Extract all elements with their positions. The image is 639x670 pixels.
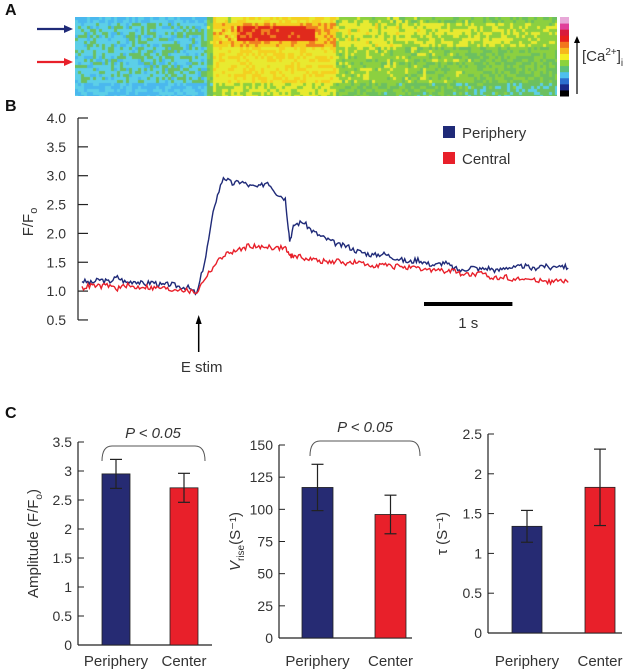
y-tick-label: 3.0 bbox=[47, 168, 67, 184]
colorbar-swatch bbox=[560, 53, 569, 61]
colorbar-swatch bbox=[560, 17, 569, 24]
y-tick-label: 0.5 bbox=[47, 312, 67, 328]
central-arrowhead-icon bbox=[64, 58, 73, 66]
y-tick-label: 100 bbox=[250, 501, 274, 517]
y-tick-label: 2.5 bbox=[463, 426, 483, 442]
y-axis-label-text: V bbox=[227, 559, 244, 571]
x-tick-label: Center bbox=[577, 653, 622, 670]
y-tick-label: 0 bbox=[64, 637, 72, 653]
y-tick-label: 50 bbox=[257, 566, 273, 582]
scale-bar-label: 1 s bbox=[458, 315, 478, 332]
y-tick-label: 150 bbox=[250, 437, 274, 453]
y-axis-label-text: F/F bbox=[20, 214, 37, 237]
colorbar-label-part: [Ca bbox=[582, 48, 606, 65]
x-tick-label: Center bbox=[161, 653, 206, 670]
significance-label: P < 0.05 bbox=[337, 419, 393, 436]
y-tick-label: 1.5 bbox=[53, 550, 73, 566]
colorbar-label-part: i bbox=[621, 58, 623, 69]
periphery-arrowhead-icon bbox=[64, 25, 73, 33]
legend-label-central: Central bbox=[462, 151, 510, 168]
panel-label-b: B bbox=[5, 98, 17, 115]
series-line-periphery bbox=[81, 176, 569, 296]
y-tick-label: 2.0 bbox=[47, 225, 67, 241]
scale-bar bbox=[424, 302, 513, 306]
y-tick-label: 0.5 bbox=[53, 608, 73, 624]
y-axis-label-close: (S⁻¹) bbox=[227, 512, 244, 545]
bar-center bbox=[374, 514, 407, 639]
linescan-heatmap-image bbox=[75, 17, 557, 96]
colorbar-swatch bbox=[560, 59, 569, 67]
colorbar-swatch bbox=[560, 65, 569, 73]
legend-label-periphery: Periphery bbox=[462, 125, 527, 142]
y-tick-label: 2 bbox=[474, 466, 482, 482]
y-tick-label: 1.5 bbox=[463, 506, 483, 522]
x-tick-label: Periphery bbox=[285, 653, 350, 670]
colorbar-swatch bbox=[560, 77, 569, 85]
colorbar-swatch bbox=[560, 83, 569, 91]
y-tick-label: 2.5 bbox=[47, 197, 67, 213]
y-tick-label: 2 bbox=[64, 521, 72, 537]
bar-periphery bbox=[101, 473, 131, 646]
e-stim-arrowhead-icon bbox=[195, 315, 202, 324]
colorbar-swatch bbox=[560, 89, 569, 97]
y-tick-label: 1.5 bbox=[47, 254, 67, 270]
y-tick-label: 1 bbox=[474, 545, 482, 561]
significance-bracket bbox=[309, 440, 421, 457]
colorbar-arrowhead-icon bbox=[574, 36, 580, 43]
heatmap-canvas bbox=[75, 17, 557, 96]
y-tick-label: 0 bbox=[474, 625, 482, 641]
colorbar-swatch bbox=[560, 29, 569, 36]
y-axis-label-close: ) bbox=[25, 489, 42, 494]
y-tick-label: 4.0 bbox=[47, 110, 67, 126]
colorbar-swatch bbox=[560, 35, 569, 42]
y-tick-label: 3.5 bbox=[53, 434, 73, 450]
series-line-central bbox=[81, 242, 569, 295]
bar-chart-2: 0 25 50 75 100 125 150 Periphery Center Vrise(S⁻¹… bbox=[227, 419, 421, 670]
bar-center bbox=[169, 487, 199, 646]
y-axis-label-sub: o bbox=[28, 208, 40, 214]
x-tick-label: Center bbox=[368, 653, 413, 670]
x-tick-label: Periphery bbox=[495, 653, 560, 670]
y-tick-label: 0.5 bbox=[463, 585, 483, 601]
colorbar-swatch bbox=[560, 47, 569, 54]
y-axis-label: Amplitude (F/Fo) bbox=[25, 489, 45, 598]
y-tick-label: 3 bbox=[64, 463, 72, 479]
bar-periphery bbox=[511, 525, 543, 634]
x-tick-label: Periphery bbox=[84, 653, 149, 670]
y-axis-label: F/Fo bbox=[20, 208, 40, 237]
y-tick-label: 2.5 bbox=[53, 492, 73, 508]
colorbar-label: [Ca2+]i bbox=[582, 47, 623, 69]
bar-periphery bbox=[301, 487, 334, 639]
e-stim-label: E stim bbox=[181, 359, 223, 376]
colorbar-swatch bbox=[560, 71, 569, 79]
significance-label: P < 0.05 bbox=[125, 425, 181, 442]
y-tick-label: 1 bbox=[64, 579, 72, 595]
y-tick-label: 1.0 bbox=[47, 283, 67, 299]
y-axis-label-sub: o bbox=[34, 494, 45, 500]
y-tick-label: 3.5 bbox=[47, 139, 67, 155]
bar-chart-1: 0 0.5 1 1.5 2 2.5 3 3.5 Periphery Center Amplitude… bbox=[25, 425, 212, 670]
y-tick-label: 125 bbox=[250, 469, 274, 485]
colorbar-swatch bbox=[560, 23, 569, 30]
y-axis-label: τ (S⁻¹) bbox=[434, 512, 451, 555]
panel-label-c: C bbox=[5, 405, 17, 422]
y-tick-label: 25 bbox=[257, 598, 273, 614]
y-tick-label: 75 bbox=[257, 534, 273, 550]
y-axis-label-text: Amplitude (F/F bbox=[25, 500, 42, 598]
bar-chart-3: 0 0.5 1 1.5 2 2.5 Periphery Center τ (S⁻¹) bbox=[434, 426, 623, 670]
y-axis-label-text: τ (S⁻¹) bbox=[434, 512, 451, 555]
panel-label-a: A bbox=[5, 2, 17, 19]
y-axis-label-sub: rise bbox=[236, 544, 247, 561]
colorbar-label-part: 2+ bbox=[605, 47, 617, 58]
colorbar-label-part: ] bbox=[617, 48, 621, 65]
significance-bracket bbox=[101, 445, 206, 462]
colorbar-swatch bbox=[560, 41, 569, 48]
y-axis-label: Vrise(S⁻¹) bbox=[227, 512, 247, 571]
y-tick-label: 0 bbox=[265, 630, 273, 646]
legend-swatch-central bbox=[443, 152, 455, 164]
legend-swatch-periphery bbox=[443, 126, 455, 138]
